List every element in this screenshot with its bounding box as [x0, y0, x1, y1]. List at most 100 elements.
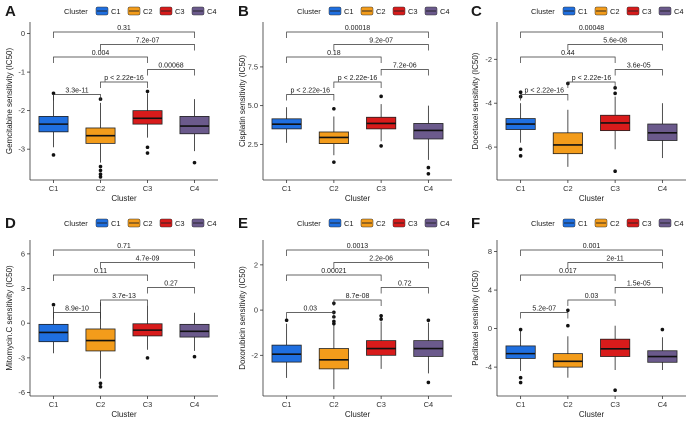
x-axis-title: Cluster	[111, 410, 137, 419]
outlier-point	[145, 356, 150, 360]
comparison-bracket: 0.27	[147, 281, 195, 294]
box-c3	[600, 325, 631, 393]
comparison-pvalue: p < 2.22e-16	[524, 88, 564, 95]
legend-label-c4: C4	[440, 219, 450, 228]
outlier-point	[613, 169, 617, 174]
x-tick-label-c4: C4	[190, 400, 200, 409]
comparison-pvalue: 0.0013	[347, 243, 369, 250]
comparison-pvalue: 0.72	[398, 281, 412, 288]
legend-title: Cluster	[531, 219, 555, 228]
bracket-line	[567, 262, 663, 269]
legend: Cluster C1 C2 C3 C4	[297, 6, 450, 16]
outlier-point	[566, 308, 570, 313]
bracket-line	[100, 44, 195, 51]
legend-label-c2: C2	[610, 219, 620, 228]
comparison-pvalue: 8.9e-10	[65, 306, 89, 313]
comparison-bracket: 3.3e-11	[53, 88, 101, 101]
box-c2	[85, 97, 116, 179]
y-tick-label: -3	[18, 145, 25, 154]
y-tick-label: 7.5	[248, 62, 258, 71]
comparison-bracket: 9.2e-07	[333, 38, 429, 51]
comparison-bracket: 0.11	[53, 268, 148, 281]
comparison-pvalue: 5.6e-08	[603, 38, 627, 45]
outlier-point	[192, 160, 197, 165]
x-tick-label-c2: C2	[329, 400, 339, 409]
comparison-bracket: 8.9e-10	[53, 306, 101, 319]
x-tick-label-c1: C1	[516, 184, 526, 193]
x-tick-label-c4: C4	[424, 184, 434, 193]
box-body	[179, 116, 210, 135]
bracket-line	[147, 287, 195, 294]
panel-a: A Cluster C1 C2 C3 C4 -3 -2 -1 0 C1 C2 C3 C4 Cluster Ge…	[5, 3, 218, 203]
outlier-point	[518, 375, 523, 380]
comparison-pvalue: 0.001	[583, 243, 601, 250]
bracket-line	[567, 44, 663, 51]
comparison-bracket: 8.7e-08	[333, 293, 382, 306]
comparison-pvalue: 0.004	[92, 50, 110, 57]
comparison-bracket: 7.2e-06	[380, 63, 429, 76]
box-c1	[271, 318, 302, 378]
y-tick-label: 0	[21, 319, 25, 328]
comparison-bracket: 0.00068	[147, 63, 195, 76]
legend-title: Cluster	[64, 219, 88, 228]
x-tick-label-c3: C3	[610, 184, 620, 193]
y-tick-label: 2	[254, 260, 258, 269]
legend-label-c2: C2	[376, 7, 386, 16]
panel-f: F Cluster C1 C2 C3 C4 -4 0 4 8 C1 C2 C3 C4 Cluster Pacl…	[471, 215, 686, 419]
comparison-bracket: 0.00018	[286, 25, 429, 38]
comparison-bracket: 4.7e-09	[100, 256, 195, 269]
box-c2	[552, 308, 583, 378]
comparison-pvalue: 7.2e-07	[136, 38, 160, 45]
box-body	[505, 345, 536, 359]
x-tick-label-c3: C3	[610, 400, 620, 409]
x-tick-label-c3: C3	[143, 400, 153, 409]
comparison-pvalue: p < 2.22e-16	[572, 75, 612, 82]
legend: Cluster C1 C2 C3 C4	[64, 6, 217, 16]
legend-label-c2: C2	[610, 7, 620, 16]
legend-title: Cluster	[297, 7, 321, 16]
outlier-point	[332, 160, 336, 164]
legend-label-c4: C4	[674, 219, 684, 228]
outlier-point	[98, 168, 103, 173]
box-c4	[647, 103, 678, 159]
y-tick-label: -1	[18, 68, 25, 77]
comparison-bracket: p < 2.22e-16	[520, 88, 569, 101]
legend: Cluster C1 C2 C3 C4	[64, 218, 217, 228]
box-c3	[600, 86, 631, 174]
box-c1	[38, 91, 69, 157]
legend-label-c3: C3	[175, 7, 185, 16]
legend-label-c2: C2	[143, 7, 153, 16]
bracket-line	[333, 262, 429, 269]
x-tick-label-c2: C2	[96, 400, 106, 409]
comparison-bracket: 7.2e-07	[100, 38, 195, 51]
legend-label-c1: C1	[344, 7, 354, 16]
legend-title: Cluster	[531, 7, 555, 16]
box-c4	[179, 99, 210, 165]
box-c4	[179, 312, 210, 359]
comparison-pvalue: 2e-11	[606, 256, 623, 263]
y-tick-label: 4	[488, 286, 492, 295]
panel-letter: E	[238, 215, 248, 232]
bracket-line	[333, 44, 429, 51]
panel-letter: C	[471, 3, 482, 20]
comparison-pvalue: 1.5e-05	[627, 281, 651, 288]
legend: Cluster C1 C2 C3 C4	[531, 218, 684, 228]
comparison-bracket: 0.03	[286, 306, 335, 319]
outlier-point	[145, 89, 150, 94]
x-tick-label-c2: C2	[563, 184, 573, 193]
panel-letter: B	[238, 3, 249, 20]
legend-label-c1: C1	[111, 7, 121, 16]
comparison-pvalue: p < 2.22e-16	[104, 75, 144, 82]
outlier-point	[379, 317, 383, 321]
comparison-bracket: 1.5e-05	[614, 281, 663, 294]
outlier-point	[518, 154, 523, 158]
y-tick-label: -2	[485, 55, 492, 64]
comparison-pvalue: 0.44	[561, 50, 575, 57]
legend-title: Cluster	[64, 7, 88, 16]
outlier-point	[379, 94, 383, 99]
box-body	[552, 132, 583, 155]
comparison-pvalue: 0.71	[117, 243, 131, 250]
outlier-point	[426, 165, 431, 170]
bracket-line	[100, 262, 195, 269]
legend: Cluster C1 C2 C3 C4	[297, 218, 450, 228]
